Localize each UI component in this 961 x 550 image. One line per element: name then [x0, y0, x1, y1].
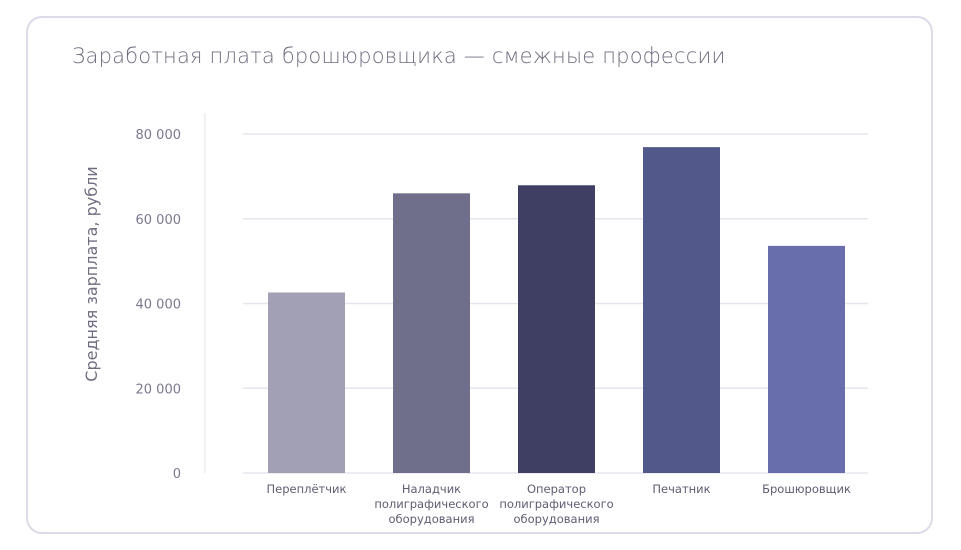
x-tick-label: Переплётчик	[267, 482, 347, 496]
bar	[518, 185, 595, 473]
x-tick-label: Брошюровщик	[762, 482, 851, 496]
bar	[768, 245, 845, 473]
x-tick-label-line: оборудования	[514, 512, 600, 526]
y-tick-label: 80 000	[136, 128, 182, 143]
y-tick-label: 40 000	[136, 298, 182, 313]
x-tick-label: Наладчик полиграфического оборудования	[374, 482, 488, 526]
bar	[268, 292, 345, 473]
bar	[643, 147, 720, 474]
x-tick-label-line: полиграфического	[374, 497, 488, 511]
x-tick-label-line: Оператор	[527, 482, 586, 496]
x-tick-label: Печатник	[652, 482, 710, 496]
chart-title: Заработная плата брошюровщика — смежные …	[72, 44, 726, 68]
y-tick-label: 20 000	[136, 382, 182, 397]
x-tick-label-line: оборудования	[389, 512, 475, 526]
x-tick-label: Оператор полиграфического оборудования	[499, 482, 613, 526]
y-tick-label: 60 000	[136, 213, 182, 228]
y-axis-label: Средняя зарплата, рубли	[82, 166, 101, 381]
x-tick-label-line: Переплётчик	[267, 482, 347, 496]
x-tick-label-line: Брошюровщик	[762, 482, 851, 496]
x-tick-label-line: Печатник	[652, 482, 710, 496]
bar	[393, 193, 470, 473]
x-tick-label-line: полиграфического	[499, 497, 613, 511]
y-tick-label: 0	[173, 467, 181, 482]
x-tick-label-line: Наладчик	[402, 482, 461, 496]
